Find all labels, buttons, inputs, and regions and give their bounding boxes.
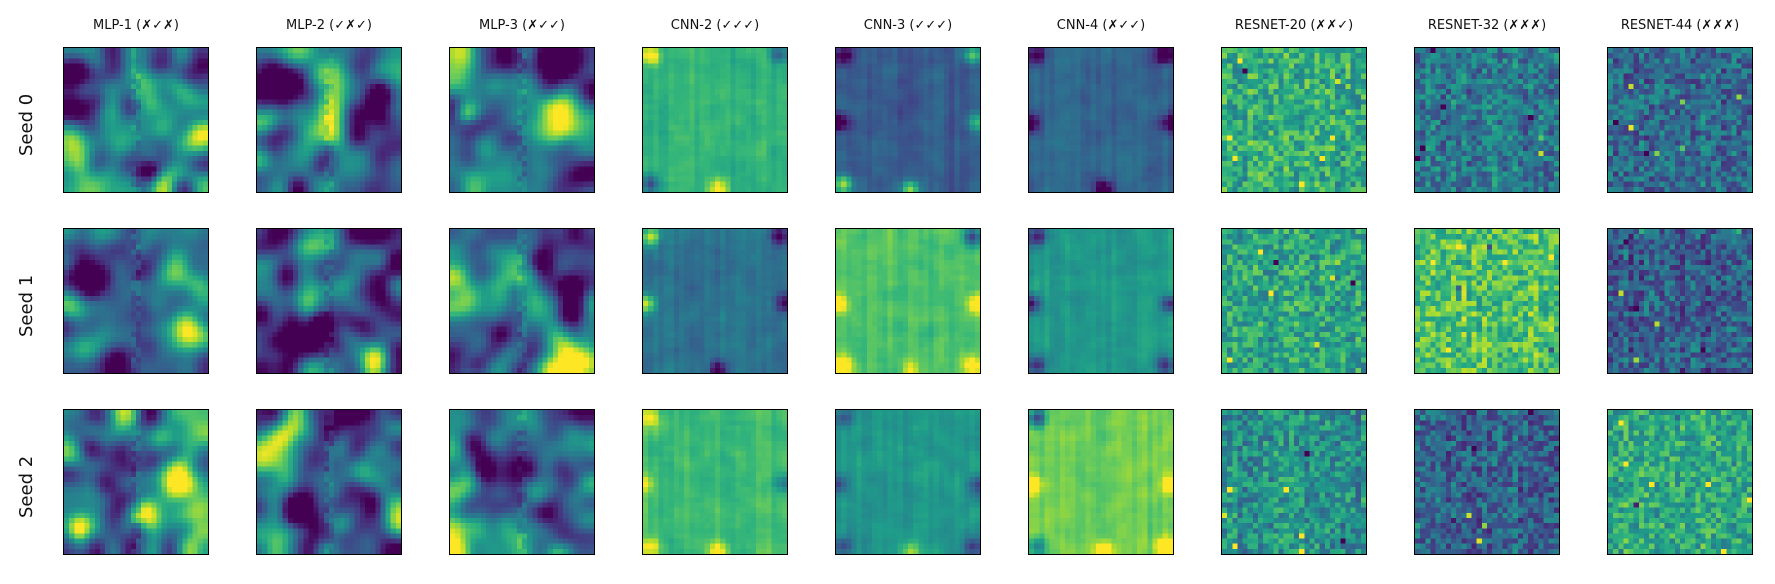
heatmap-panel (1221, 409, 1367, 555)
heatmap-panel (63, 409, 209, 555)
column-title: MLP-1 (✗✓✗) (93, 18, 179, 33)
column-title: CNN-3 (✓✓✓) (863, 18, 953, 33)
heatmap-image (257, 410, 401, 554)
heatmap-image (1222, 410, 1366, 554)
heatmap-image (450, 48, 594, 192)
heatmap-image (1029, 229, 1173, 373)
heatmap-panel (1221, 47, 1367, 193)
heatmap-panel (835, 409, 981, 555)
column-title: RESNET-20 (✗✗✓) (1234, 18, 1354, 33)
heatmap-panel (835, 228, 981, 374)
heatmap-panel (642, 228, 788, 374)
heatmap-image (1608, 229, 1752, 373)
heatmap-panel (835, 47, 981, 193)
row-label: Seed 2 (16, 455, 37, 518)
heatmap-image (64, 48, 208, 192)
heatmap-image (1222, 229, 1366, 373)
heatmap-panel (449, 47, 595, 193)
row-label: Seed 0 (16, 93, 37, 156)
heatmap-panel (1221, 228, 1367, 374)
heatmap-image (1029, 48, 1173, 192)
row-label: Seed 1 (16, 274, 37, 337)
heatmap-panel (449, 228, 595, 374)
heatmap-image (1415, 229, 1559, 373)
heatmap-image (64, 410, 208, 554)
heatmap-panel (449, 409, 595, 555)
heatmap-image (1222, 48, 1366, 192)
heatmap-panel (1414, 228, 1560, 374)
heatmap-image (257, 48, 401, 192)
heatmap-panel (1607, 47, 1753, 193)
column-title: RESNET-44 (✗✗✗) (1620, 18, 1740, 33)
heatmap-panel (642, 47, 788, 193)
column-title: CNN-2 (✓✓✓) (670, 18, 760, 33)
heatmap-panel (1607, 228, 1753, 374)
heatmap-image (450, 229, 594, 373)
heatmap-panel (256, 409, 402, 555)
heatmap-image (1415, 48, 1559, 192)
heatmap-panel (1414, 47, 1560, 193)
heatmap-image (643, 410, 787, 554)
heatmap-panel (256, 228, 402, 374)
column-title: MLP-2 (✓✗✓) (286, 18, 372, 33)
heatmap-panel (1607, 409, 1753, 555)
heatmap-panel (642, 409, 788, 555)
column-title: CNN-4 (✗✓✓) (1056, 18, 1146, 33)
heatmap-image (257, 229, 401, 373)
heatmap-image (1415, 410, 1559, 554)
heatmap-panel (1028, 409, 1174, 555)
heatmap-panel (1414, 409, 1560, 555)
column-title: RESNET-32 (✗✗✗) (1427, 18, 1547, 33)
heatmap-image (1029, 410, 1173, 554)
heatmap-panel (1028, 47, 1174, 193)
heatmap-image (450, 410, 594, 554)
heatmap-image (1608, 48, 1752, 192)
heatmap-panel (63, 228, 209, 374)
heatmap-image (1608, 410, 1752, 554)
heatmap-image (836, 410, 980, 554)
heatmap-image (643, 229, 787, 373)
heatmap-image (836, 229, 980, 373)
heatmap-panel (1028, 228, 1174, 374)
column-title: MLP-3 (✗✓✓) (479, 18, 565, 33)
heatmap-image (643, 48, 787, 192)
heatmap-image (836, 48, 980, 192)
heatmap-panel (63, 47, 209, 193)
heatmap-image (64, 229, 208, 373)
heatmap-panel (256, 47, 402, 193)
